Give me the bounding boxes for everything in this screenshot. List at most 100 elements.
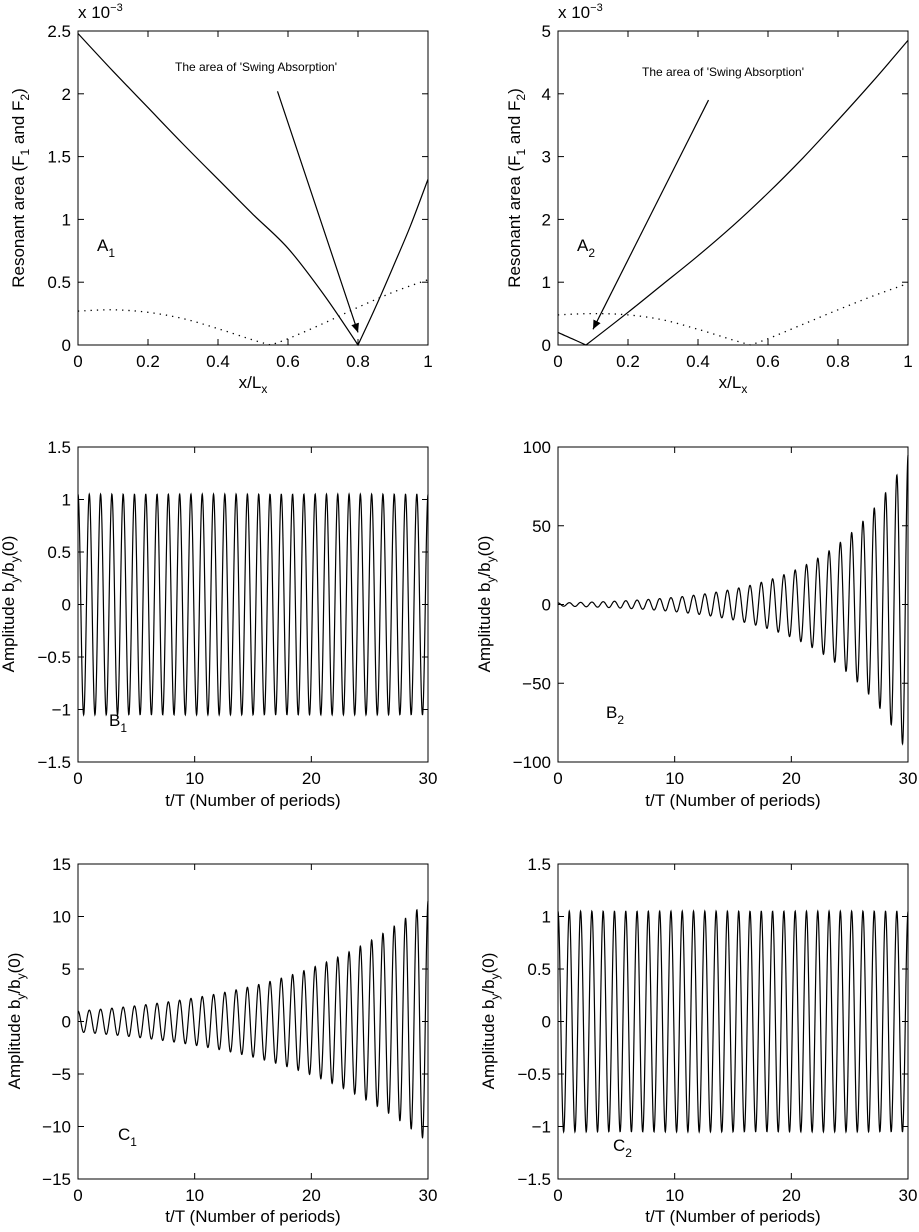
- y-tick-label: −0.5: [37, 648, 71, 667]
- y-tick-label: 4: [542, 85, 551, 104]
- x-axis-label: t/T (Number of periods): [165, 1207, 340, 1226]
- x-tick-label: 0.2: [616, 352, 640, 371]
- x-tick-label: 10: [185, 769, 204, 788]
- panel-c2: −1.5 −1 −0.5 0 0.5 1 1.5 0 10 20 30 Amplitude by/…: [479, 855, 917, 1226]
- y-tick-label: −100: [513, 753, 551, 772]
- x-tick-label: 20: [782, 1186, 801, 1205]
- y-tick-label: −1: [532, 1118, 551, 1137]
- panel-a1: 0 0.5 1 1.5 2 2.5 0 0.2 0.4 0.6 0.8 1 Resonant are…: [9, 2, 433, 396]
- y-axis-label: Resonant area (F1 and F2): [505, 88, 528, 288]
- annotation-text: The area of 'Swing Absorption': [642, 65, 804, 79]
- y-axis-label: Amplitude by/by(0): [0, 536, 22, 673]
- panel-b2: −100 −50 0 50 100 0 10 20 30 Amplitude by/by(0)…: [475, 438, 917, 810]
- y-tick-label: 0: [542, 596, 551, 615]
- oscillation-series-line: [77, 492, 429, 717]
- y-tick-label: 15: [52, 855, 71, 874]
- x-tick-label: 30: [899, 769, 918, 788]
- annotation-arrow: [276, 91, 359, 333]
- y-ticks: −100 −50 0 50 100: [513, 438, 908, 772]
- x-tick-label: 0: [553, 1186, 562, 1205]
- panel-c1: −15 −10 −5 0 5 10 15 0 10 20 30 Amplitude by/by(0…: [5, 855, 437, 1226]
- x-ticks: 0 10 20 30: [73, 447, 437, 788]
- y-tick-label: 0: [62, 336, 71, 355]
- y-tick-label: 0: [542, 336, 551, 355]
- y-tick-label: 2.5: [47, 22, 71, 41]
- y-axis-label: Resonant area (F1 and F2): [9, 88, 32, 288]
- x-tick-label: 0: [553, 769, 562, 788]
- x-tick-label: 0.4: [206, 352, 230, 371]
- y-tick-label: 3: [542, 148, 551, 167]
- series-layer: [77, 900, 429, 1139]
- x-tick-label: 0.2: [136, 352, 160, 371]
- panel-label: A2: [577, 236, 595, 260]
- y-axis-label: Amplitude by/by(0): [5, 953, 28, 1090]
- y-tick-label: 0: [542, 1013, 551, 1032]
- x-tick-label: 0: [73, 769, 82, 788]
- y-tick-label: −15: [42, 1170, 71, 1189]
- y-tick-label: −1: [52, 701, 71, 720]
- x-tick-label: 10: [185, 1186, 204, 1205]
- plot-frame: [557, 30, 909, 346]
- y-tick-label: 1.5: [47, 148, 71, 167]
- y-tick-label: −1.5: [37, 753, 71, 772]
- x-tick-label: 0: [553, 352, 562, 371]
- y-tick-label: 0: [62, 596, 71, 615]
- y-tick-label: 0.5: [47, 273, 71, 292]
- y-tick-label: 1: [62, 491, 71, 510]
- x-axis-label: t/T (Number of periods): [645, 791, 820, 810]
- x-tick-label: 10: [665, 769, 684, 788]
- x-tick-label: 0.4: [686, 352, 710, 371]
- x-ticks: 0 0.2 0.4 0.6 0.8 1: [553, 31, 913, 371]
- series-layer: [557, 909, 909, 1134]
- x-tick-label: 20: [302, 769, 321, 788]
- x-tick-label: 30: [419, 1186, 438, 1205]
- y-tick-label: 1: [542, 273, 551, 292]
- series-layer: [77, 492, 429, 717]
- x-tick-label: 0.6: [276, 352, 300, 371]
- oscillation-series-line: [557, 909, 909, 1134]
- y-tick-label: 1: [542, 908, 551, 927]
- x-axis-label: x/Lx: [719, 373, 748, 396]
- series-layer: [557, 40, 909, 346]
- x-ticks: 0 10 20 30: [553, 864, 917, 1205]
- annotation-text: The area of 'Swing Absorption': [175, 60, 337, 74]
- y-tick-label: −5: [52, 1065, 71, 1084]
- x-tick-label: 20: [302, 1186, 321, 1205]
- y-tick-label: 1.5: [527, 855, 551, 874]
- x-tick-label: 0.6: [756, 352, 780, 371]
- axis-exponent: x 10−3: [558, 2, 603, 22]
- y-tick-label: 1.5: [47, 438, 71, 457]
- x-tick-label: 1: [903, 352, 912, 371]
- solid-series-line: [557, 40, 909, 346]
- x-tick-label: 30: [419, 769, 438, 788]
- annotation-arrow: [592, 99, 710, 330]
- y-ticks: −1.5 −1 −0.5 0 0.5 1 1.5: [517, 855, 908, 1189]
- dotted-series-line: [557, 282, 909, 346]
- x-tick-label: 0: [73, 1186, 82, 1205]
- dotted-series-line: [77, 279, 429, 346]
- y-ticks: −15 −10 −5 0 5 10 15: [42, 855, 428, 1189]
- y-ticks: 0 0.5 1 1.5 2 2.5: [47, 22, 428, 355]
- panel-b1: −1.5 −1 −0.5 0 0.5 1 1.5 0 10 20 30 Amplitude by/…: [0, 438, 437, 810]
- panel-label: B1: [109, 711, 127, 735]
- x-tick-label: 10: [665, 1186, 684, 1205]
- y-tick-label: −10: [42, 1118, 71, 1137]
- x-ticks: 0 10 20 30: [553, 447, 917, 788]
- x-ticks: 0 0.2 0.4 0.6 0.8 1: [73, 31, 433, 371]
- y-tick-label: −50: [522, 674, 551, 693]
- oscillation-series-line: [77, 900, 429, 1139]
- series-layer: [77, 33, 429, 347]
- x-tick-label: 1: [423, 352, 432, 371]
- y-tick-label: 5: [62, 960, 71, 979]
- x-tick-label: 0.8: [826, 352, 850, 371]
- solid-series-line: [77, 33, 429, 347]
- y-tick-label: −1.5: [517, 1170, 551, 1189]
- y-tick-label: 0: [62, 1013, 71, 1032]
- y-tick-label: 0.5: [527, 960, 551, 979]
- y-tick-label: −0.5: [517, 1065, 551, 1084]
- y-tick-label: 0.5: [47, 543, 71, 562]
- x-tick-label: 0: [73, 352, 82, 371]
- y-axis-label: Amplitude by/by(0): [475, 536, 498, 673]
- axis-exponent: x 10−3: [78, 2, 123, 22]
- y-tick-label: 100: [523, 438, 551, 457]
